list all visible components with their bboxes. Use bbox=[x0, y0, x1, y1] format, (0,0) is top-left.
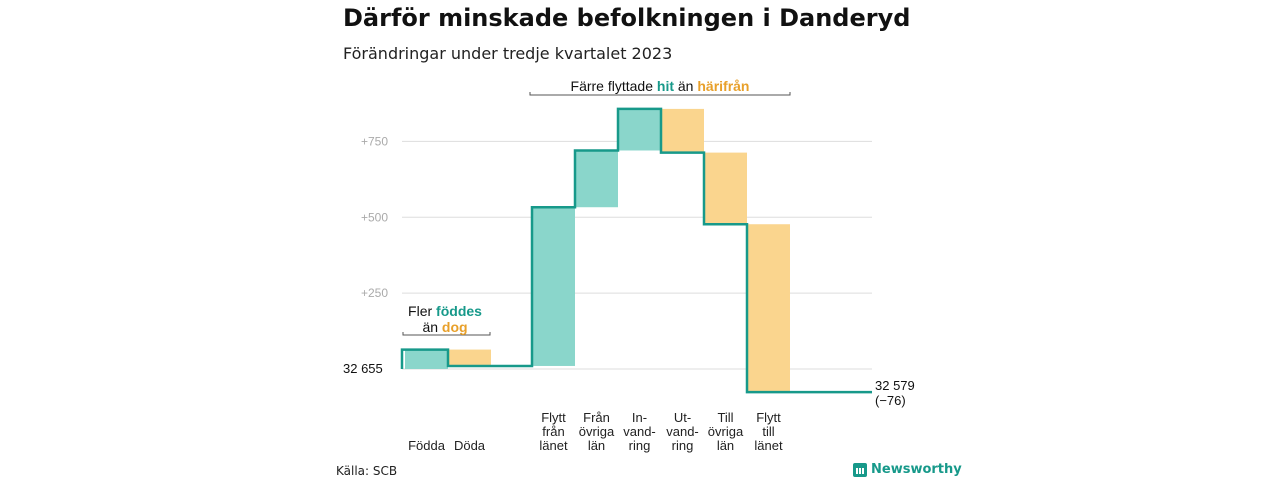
newsworthy-logo-icon bbox=[853, 462, 867, 477]
cumulative-step-line bbox=[400, 107, 872, 394]
category-label: län bbox=[588, 438, 605, 453]
category-label: länet bbox=[754, 438, 783, 453]
category-label: till bbox=[762, 424, 774, 439]
brand-logo: Newsworthy bbox=[853, 462, 962, 477]
moves-bracket bbox=[529, 92, 791, 96]
category-label: Flytt bbox=[541, 410, 566, 425]
category-label: Från bbox=[583, 410, 610, 425]
category-label: Födda bbox=[408, 438, 446, 453]
category-label: Döda bbox=[454, 438, 486, 453]
y-tick-label: +250 bbox=[361, 286, 388, 300]
start-value-label: 32 655 bbox=[343, 361, 383, 376]
births-annotation-middle: än bbox=[422, 319, 442, 335]
category-label: från bbox=[542, 424, 564, 439]
births-annotation-prefix: Fler bbox=[408, 303, 437, 319]
chart-subtitle: Förändringar under tredje kvartalet 2023 bbox=[343, 44, 673, 63]
category-label: län bbox=[717, 438, 734, 453]
end-value-label: 32 579 bbox=[875, 378, 915, 393]
moves-annotation-highlight-in: hit bbox=[656, 78, 674, 94]
brand-name: Newsworthy bbox=[871, 462, 962, 477]
waterfall-bar bbox=[618, 108, 661, 151]
waterfall-bar bbox=[747, 224, 790, 393]
category-label: övriga bbox=[708, 424, 744, 439]
waterfall-bar bbox=[704, 152, 747, 225]
category-label: länet bbox=[539, 438, 568, 453]
y-tick-label: +500 bbox=[361, 210, 388, 224]
category-label: Till bbox=[717, 410, 733, 425]
births-annotation-highlight-died: dog bbox=[441, 319, 468, 335]
category-label: vand- bbox=[623, 424, 656, 439]
category-label: övriga bbox=[579, 424, 615, 439]
moves-annotation-prefix: Färre flyttade bbox=[570, 78, 657, 94]
category-label: Ut- bbox=[674, 410, 691, 425]
category-label: ring bbox=[672, 438, 694, 453]
waterfall-bar bbox=[575, 150, 618, 208]
category-label: In- bbox=[632, 410, 647, 425]
waterfall-bar bbox=[661, 108, 704, 153]
births-bracket bbox=[402, 332, 491, 336]
category-label: Flytt bbox=[756, 410, 781, 425]
end-change-label: (−76) bbox=[875, 393, 906, 408]
waterfall-bar bbox=[448, 349, 491, 366]
births-annotation: Fler föddes än dog bbox=[405, 303, 485, 335]
category-label: vand- bbox=[666, 424, 699, 439]
source-note: Källa: SCB bbox=[336, 464, 398, 478]
waterfall-bar bbox=[532, 207, 575, 366]
moves-annotation-middle: än bbox=[674, 78, 698, 94]
category-label: ring bbox=[629, 438, 651, 453]
y-tick-label: +750 bbox=[361, 134, 388, 148]
waterfall-bar bbox=[405, 349, 448, 369]
moves-annotation: Färre flyttade hit än härifrån bbox=[530, 78, 790, 94]
births-annotation-highlight-born: föddes bbox=[436, 303, 482, 319]
chart-title: Därför minskade befolkningen i Danderyd bbox=[343, 4, 911, 32]
moves-annotation-highlight-out: härifrån bbox=[697, 78, 750, 94]
